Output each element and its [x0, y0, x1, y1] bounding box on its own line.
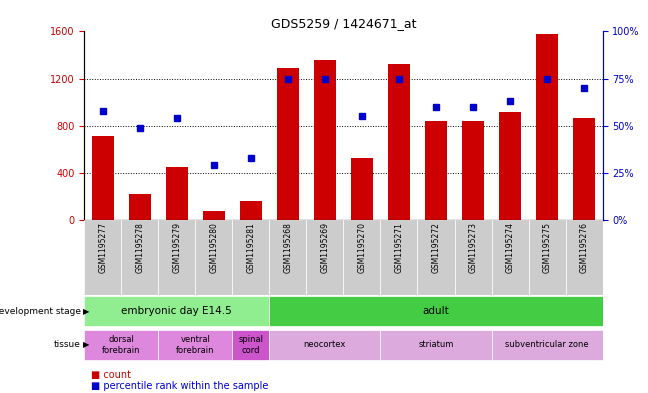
- Text: GSM1195277: GSM1195277: [98, 222, 108, 273]
- Text: GSM1195278: GSM1195278: [135, 222, 145, 273]
- Text: GSM1195272: GSM1195272: [432, 222, 441, 273]
- Bar: [388, 64, 410, 220]
- Bar: [84, 330, 158, 360]
- Bar: [129, 194, 151, 220]
- Text: GSM1195281: GSM1195281: [246, 222, 255, 273]
- Bar: [277, 68, 299, 220]
- Bar: [270, 220, 307, 295]
- Text: adult: adult: [422, 307, 449, 316]
- Bar: [233, 330, 270, 360]
- Text: ■ percentile rank within the sample: ■ percentile rank within the sample: [91, 381, 268, 391]
- Bar: [492, 220, 529, 295]
- Text: GSM1195273: GSM1195273: [469, 222, 478, 273]
- Bar: [158, 220, 195, 295]
- Title: GDS5259 / 1424671_at: GDS5259 / 1424671_at: [271, 17, 416, 30]
- Bar: [380, 330, 492, 360]
- Bar: [240, 201, 262, 220]
- Bar: [462, 121, 484, 220]
- Bar: [166, 167, 188, 220]
- Bar: [380, 220, 417, 295]
- Bar: [203, 211, 225, 220]
- Bar: [351, 158, 373, 220]
- Text: neocortex: neocortex: [304, 340, 346, 349]
- Bar: [121, 220, 158, 295]
- Bar: [270, 296, 603, 327]
- Text: ▶: ▶: [83, 307, 89, 316]
- Text: GSM1195274: GSM1195274: [505, 222, 515, 273]
- Bar: [343, 220, 380, 295]
- Bar: [573, 118, 596, 220]
- Bar: [492, 330, 603, 360]
- Text: subventricular zone: subventricular zone: [505, 340, 589, 349]
- Bar: [158, 330, 233, 360]
- Text: GSM1195270: GSM1195270: [358, 222, 367, 273]
- Bar: [233, 220, 270, 295]
- Bar: [84, 220, 121, 295]
- Bar: [195, 220, 233, 295]
- Text: ■ count: ■ count: [91, 370, 131, 380]
- Text: striatum: striatum: [419, 340, 454, 349]
- Text: GSM1195276: GSM1195276: [579, 222, 588, 273]
- Text: GSM1195271: GSM1195271: [395, 222, 404, 273]
- Text: ▶: ▶: [83, 340, 89, 349]
- Bar: [566, 220, 603, 295]
- Text: dorsal
forebrain: dorsal forebrain: [102, 335, 141, 354]
- Bar: [425, 121, 447, 220]
- Text: ventral
forebrain: ventral forebrain: [176, 335, 214, 354]
- Bar: [84, 296, 270, 327]
- Bar: [454, 220, 492, 295]
- Bar: [314, 60, 336, 220]
- Bar: [417, 220, 454, 295]
- Text: embryonic day E14.5: embryonic day E14.5: [121, 307, 232, 316]
- Text: spinal
cord: spinal cord: [238, 335, 263, 354]
- Bar: [529, 220, 566, 295]
- Text: development stage: development stage: [0, 307, 81, 316]
- Bar: [536, 34, 558, 220]
- Text: GSM1195268: GSM1195268: [283, 222, 292, 273]
- Bar: [499, 112, 521, 220]
- Bar: [270, 330, 380, 360]
- Bar: [307, 220, 343, 295]
- Bar: [91, 136, 114, 220]
- Text: GSM1195280: GSM1195280: [209, 222, 218, 273]
- Text: GSM1195275: GSM1195275: [542, 222, 551, 273]
- Text: GSM1195269: GSM1195269: [320, 222, 329, 273]
- Text: tissue: tissue: [54, 340, 81, 349]
- Text: GSM1195279: GSM1195279: [172, 222, 181, 273]
